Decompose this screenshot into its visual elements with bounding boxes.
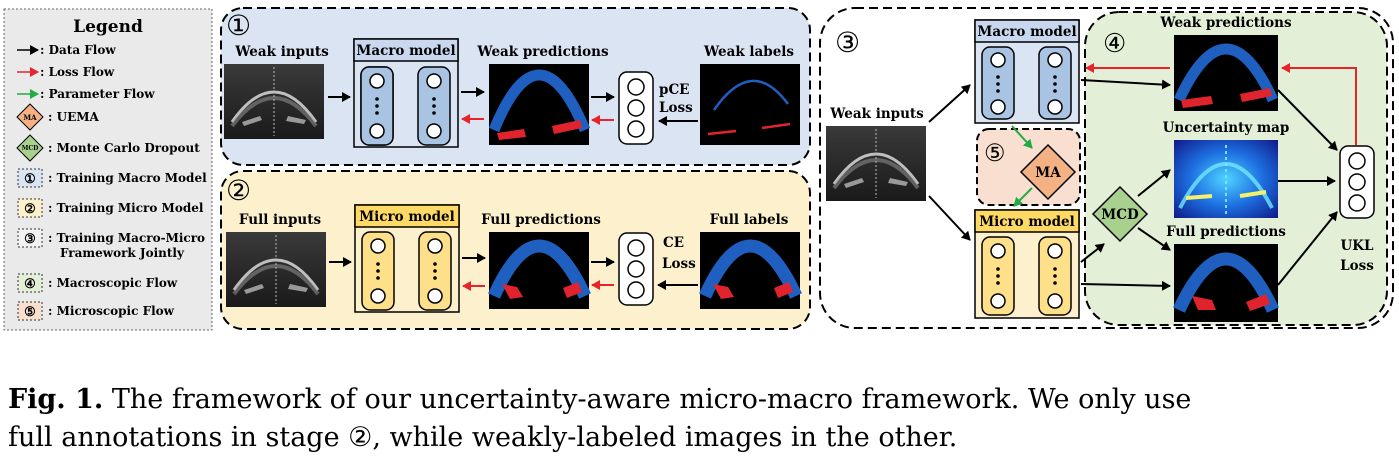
legend-title: Legend xyxy=(73,17,143,37)
stage2-loss-node xyxy=(618,232,654,306)
svg-text:①: ① xyxy=(24,172,36,187)
legend-item-flow4: : Macroscopic Flow xyxy=(48,276,178,290)
stage3-micro-model-label: Micro model xyxy=(979,214,1075,230)
flow4-number: ④ xyxy=(1103,29,1126,59)
flow5-swatch xyxy=(17,301,43,321)
caption-line-1: Fig. 1. The framework of our uncertainty… xyxy=(8,381,1393,419)
framework-diagram: Legend : Data Flow : Loss Flow : Paramet… xyxy=(3,7,1394,331)
stage2-full-labels-label: Full labels xyxy=(710,212,789,228)
legend-item-flow5: : Microscopic Flow xyxy=(48,304,175,318)
stage1-weak-labels-label: Weak labels xyxy=(703,44,794,60)
stage3-weak-prediction-image xyxy=(1174,35,1278,111)
stage3-loss-node xyxy=(1339,145,1375,219)
legend-item-data-flow: : Data Flow xyxy=(40,43,116,57)
stage1-macro-model-label: Macro model xyxy=(356,43,455,59)
legend-item-stage1: : Training Macro Model xyxy=(48,171,207,185)
stage3-panel: ③ ④ Weak inputs Macro model ⑤ MA xyxy=(819,7,1394,329)
stage3-swatch xyxy=(17,228,43,248)
stage3-loss-label-2: Loss xyxy=(1340,258,1374,274)
stage1-weak-input-image xyxy=(222,62,326,141)
svg-text:⑤: ⑤ xyxy=(24,305,36,320)
stage2-swatch xyxy=(17,198,43,218)
svg-text:MCD: MCD xyxy=(22,145,39,152)
svg-text:②: ② xyxy=(24,202,36,217)
stage1-loss-label-2: Loss xyxy=(659,100,693,116)
flow5-region: ⑤ MA xyxy=(976,125,1081,207)
stage1-loss-label-1: pCE xyxy=(659,82,689,98)
stage3-weak-inputs-label: Weak inputs xyxy=(829,106,924,122)
stage1-panel: ① Weak inputs Macro model Weak predictio… xyxy=(220,7,811,166)
mcd-label: MCD xyxy=(1101,207,1139,223)
legend-item-mcd: : Monte Carlo Dropout xyxy=(48,141,200,155)
stage1-weak-prediction-image xyxy=(488,64,591,145)
stage1-weak-inputs-label: Weak inputs xyxy=(234,44,329,60)
stage1-macro-model: Macro model xyxy=(353,38,459,148)
stage2-full-input-image xyxy=(224,230,328,309)
stage3-micro-model: Micro model xyxy=(974,209,1080,319)
flow5-number: ⑤ xyxy=(984,139,1006,167)
svg-text:③: ③ xyxy=(24,232,36,247)
ma-label: MA xyxy=(1035,165,1061,181)
uncertainty-map-label: Uncertainty map xyxy=(1163,120,1290,136)
stage2-full-inputs-label: Full inputs xyxy=(239,212,322,228)
legend-item-stage3: : Training Macro-Micro xyxy=(48,231,205,245)
legend-item-uema: : UEMA xyxy=(48,110,100,124)
uncertainty-map-image xyxy=(1174,140,1278,218)
stage3-full-prediction-image xyxy=(1173,244,1279,322)
stage2-panel: ② Full inputs Micro model Full predictio… xyxy=(220,170,811,330)
ma-diamond xyxy=(1019,143,1077,201)
stage3-weak-input-image xyxy=(824,124,928,203)
caption-label: Fig. 1. xyxy=(8,384,104,415)
legend-item-stage3-line2: Framework Jointly xyxy=(60,246,185,260)
stage3-number: ③ xyxy=(835,26,860,59)
stage2-full-prediction-image xyxy=(488,232,591,309)
legend-item-loss-flow: : Loss Flow xyxy=(40,65,115,79)
stage3-macro-model: Macro model xyxy=(974,19,1080,124)
stage1-swatch xyxy=(17,168,43,188)
stage3-macro-model-label: Macro model xyxy=(977,24,1076,40)
stage1-weak-label-image xyxy=(700,64,800,145)
figure-caption: Fig. 1. The framework of our uncertainty… xyxy=(8,381,1393,457)
stage2-micro-model: Micro model xyxy=(354,204,460,313)
stage3-weak-predictions-label: Weak predictions xyxy=(1159,15,1292,31)
stage3-loss-label-1: UKL xyxy=(1341,238,1375,254)
legend-item-parameter-flow: : Parameter Flow xyxy=(40,87,155,101)
legend-panel: Legend : Data Flow : Loss Flow : Paramet… xyxy=(3,8,213,331)
flow4-swatch xyxy=(17,273,43,293)
stage2-loss-label-1: CE xyxy=(663,235,684,251)
stage2-loss-label-2: Loss xyxy=(662,256,696,272)
stage1-weak-predictions-label: Weak predictions xyxy=(476,44,609,60)
stage2-full-label-image xyxy=(699,232,802,309)
mcd-diamond xyxy=(1091,185,1149,243)
stage2-micro-model-label: Micro model xyxy=(359,209,455,225)
stage2-full-predictions-label: Full predictions xyxy=(481,212,601,228)
stage1-number: ① xyxy=(226,9,251,42)
stage1-loss-node xyxy=(618,71,654,145)
svg-text:④: ④ xyxy=(24,277,36,292)
caption-line-2: full annotations in stage ②, while weakl… xyxy=(8,422,958,453)
legend-item-stage2: : Training Micro Model xyxy=(48,201,204,215)
ma-diamond-icon: MA xyxy=(16,103,44,131)
mcd-diamond-icon: MCD xyxy=(16,134,44,162)
stage3-full-predictions-label: Full predictions xyxy=(1166,224,1286,240)
stage2-number: ② xyxy=(226,174,251,207)
svg-text:MA: MA xyxy=(23,113,37,122)
caption-line-1-text: The framework of our uncertainty-aware m… xyxy=(111,384,1192,415)
